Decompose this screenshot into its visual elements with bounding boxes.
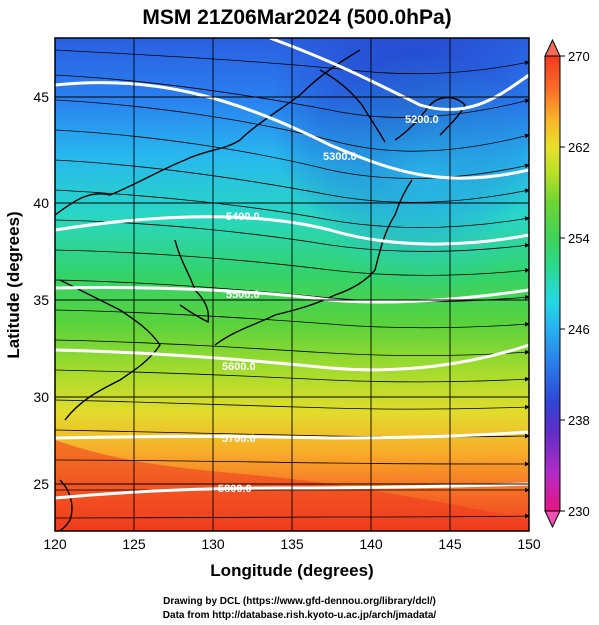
streamline	[55, 513, 529, 519]
colorbar-ticks	[560, 55, 565, 512]
colorbar-label-230: 230	[568, 504, 590, 519]
y-tick-45: 45	[33, 89, 49, 105]
streamline	[55, 189, 529, 228]
x-tick-labels: 120 125 130 135 140 145 150	[43, 536, 541, 552]
contour-5200	[269, 38, 529, 111]
y-tick-30: 30	[33, 389, 49, 405]
y-tick-labels: 25 30 35 40 45	[33, 89, 49, 492]
x-tick-145: 145	[438, 536, 462, 552]
contour-5600	[55, 343, 529, 372]
y-tick-25: 25	[33, 476, 49, 492]
x-axis-label: Longitude (degrees)	[210, 561, 373, 580]
streamline	[55, 339, 529, 356]
contour-labels: 5200.0 5300.0 5400.0 5500.0 5600.0 5700.…	[218, 114, 439, 495]
x-tick-135: 135	[280, 536, 304, 552]
contour-5400	[55, 215, 529, 246]
streamline	[55, 399, 529, 410]
coastline-sakhalin	[319, 69, 386, 143]
y-axis-label: Latitude (degrees)	[4, 211, 23, 358]
colorbar-label-262: 262	[568, 140, 590, 155]
contour-label-5200: 5200.0	[405, 114, 439, 126]
streamline	[55, 129, 529, 179]
credit-line-data: Data from http://database.rish.kyoto-u.a…	[162, 610, 437, 621]
contour-label-5300: 5300.0	[323, 151, 357, 163]
colorbar-top-arrow	[544, 38, 561, 57]
streamline	[55, 159, 529, 203]
coastline-hokkaido	[394, 96, 466, 141]
streamline	[55, 249, 529, 276]
streamline	[55, 309, 529, 329]
contour-label-5500: 5500.0	[226, 289, 260, 301]
coastline-mainland-north	[55, 49, 361, 216]
wind-streamlines	[55, 49, 529, 519]
streamline	[55, 49, 529, 75]
streamline	[55, 219, 529, 252]
gridlines	[55, 38, 529, 531]
colorbar-label-246: 246	[568, 322, 590, 337]
colorbar-gradient	[544, 55, 561, 512]
coastline-korea	[174, 239, 210, 324]
colorbar-bottom-arrow	[544, 510, 561, 529]
streamline	[55, 459, 529, 467]
y-tick-40: 40	[33, 195, 49, 211]
colorbar-label-270: 270	[568, 49, 590, 64]
streamline	[55, 74, 529, 118]
contour-label-5600: 5600.0	[222, 361, 256, 373]
contour-label-5800: 5800.0	[218, 483, 252, 495]
x-tick-130: 130	[201, 536, 225, 552]
colorbar-label-238: 238	[568, 413, 590, 428]
contour-label-5700: 5700.0	[222, 433, 256, 445]
contour-5700	[55, 430, 529, 440]
credit-line-drawing: Drawing by DCL (https://www.gfd-dennou.o…	[163, 596, 436, 607]
contour-label-5400: 5400.0	[226, 211, 260, 223]
x-tick-150: 150	[517, 536, 541, 552]
chart-title: MSM 21Z06Mar2024 (500.0hPa)	[142, 6, 451, 29]
colorbar-label-254: 254	[568, 231, 590, 246]
streamline	[55, 279, 529, 303]
colorbar: 270 262 254 246 238 230	[544, 38, 590, 529]
x-tick-140: 140	[359, 536, 383, 552]
x-tick-125: 125	[122, 536, 146, 552]
contour-5800	[55, 482, 529, 500]
plot-frame	[54, 37, 530, 532]
x-tick-120: 120	[43, 536, 67, 552]
y-tick-35: 35	[33, 292, 49, 308]
streamline	[55, 369, 529, 383]
colorbar-tick-labels: 270 262 254 246 238 230	[568, 49, 590, 519]
streamline	[55, 99, 529, 152]
